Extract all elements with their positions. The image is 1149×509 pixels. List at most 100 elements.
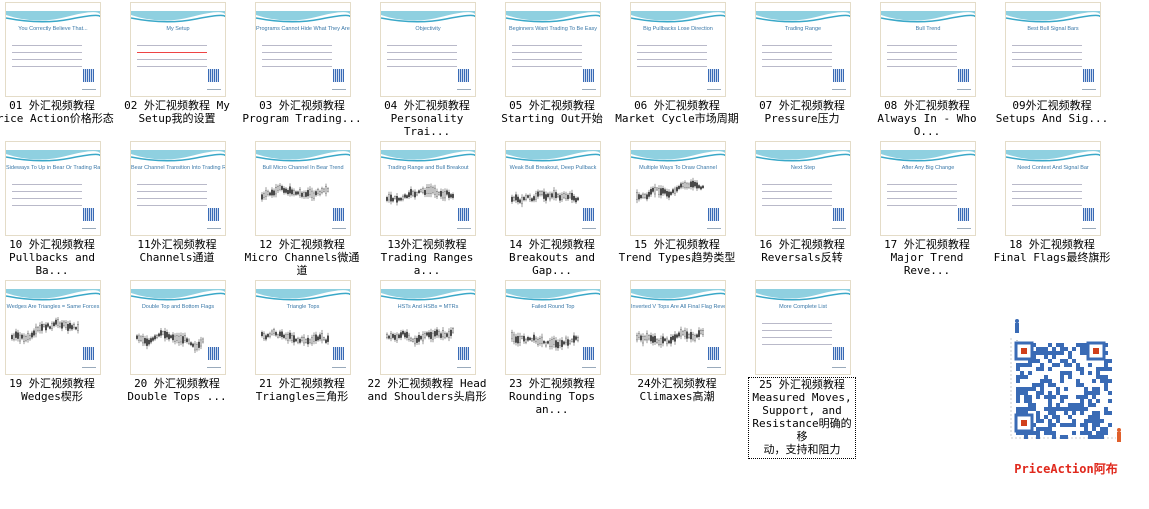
file-item[interactable]: Big Pullbacks Lose Direction 06 外汇视频教程 Ma…	[615, 0, 749, 136]
slide-header-wave	[256, 150, 350, 162]
file-thumbnail[interactable]: Big Pullbacks Lose Direction	[630, 2, 726, 97]
file-item[interactable]: Next Step 16 外汇视频教程 Reversals反转	[750, 139, 874, 275]
file-name-label[interactable]: 12 外汇视频教程 Micro Channels微通道	[244, 238, 360, 277]
slide-chart	[636, 326, 704, 348]
file-name-label[interactable]: 18 外汇视频教程 Final Flags最终旗形	[993, 238, 1111, 264]
file-name-label[interactable]: 17 外汇视频教程 Major Trend Reve...	[884, 238, 970, 277]
file-thumbnail[interactable]: Programs Cannot Hide What They Are Doing	[255, 2, 351, 97]
file-thumbnail[interactable]: HSTs And HSBs = MTRs	[380, 280, 476, 375]
file-name-label[interactable]: 02 外汇视频教程 My Setup我的设置	[124, 99, 230, 125]
slide-header-wave	[6, 150, 100, 162]
slide-title: Double Top and Bottom Flags	[141, 304, 215, 310]
file-name-label[interactable]: 06 外汇视频教程 Market Cycle市场周期	[615, 99, 739, 125]
file-thumbnail[interactable]: Bull Trend	[880, 2, 976, 97]
slide-chart	[261, 183, 329, 202]
file-name-label[interactable]: 10 外汇视频教程 Pullbacks and Ba...	[8, 238, 96, 277]
file-thumbnail[interactable]: More Complete List	[755, 280, 851, 375]
slide-qr-icon	[1083, 69, 1094, 82]
slide-header-wave	[6, 11, 100, 23]
file-thumbnail[interactable]: Sideways To Up in Bear Or Trading Range	[5, 141, 101, 236]
file-thumbnail[interactable]: You Correctly Believe That...	[5, 2, 101, 97]
slide-chart	[136, 327, 204, 354]
file-item[interactable]: Bull Trend 08 外汇视频教程 Always In - Who O...	[875, 0, 999, 138]
file-name-label[interactable]: 25 外汇视频教程 Measured Moves, Support, and R…	[748, 377, 856, 459]
file-name-label[interactable]: 16 外汇视频教程 Reversals反转	[759, 238, 845, 264]
file-thumbnail[interactable]: Triangle Tops	[255, 280, 351, 375]
slide-bullets	[262, 39, 332, 73]
file-name-label[interactable]: 01 外汇视频教程 Price Action价格形态	[0, 99, 114, 125]
file-name-label[interactable]: 03 外汇视频教程 Program Trading...	[242, 99, 362, 125]
file-item[interactable]: Trading Range and Bull Breakout 13外汇视频教程 …	[375, 139, 499, 277]
file-item[interactable]: Triangle Tops 21 外汇视频教程 Triangles三角形	[250, 278, 374, 414]
file-name-label[interactable]: 05 外汇视频教程 Starting Out开始	[501, 99, 603, 125]
file-item[interactable]: Weak Bull Breakout, Deep Pullback 14 外汇视频…	[500, 139, 624, 277]
file-thumbnail[interactable]: Inverted V Tops Are All Final Flag Rever…	[630, 280, 726, 375]
file-item[interactable]: Bull Micro Channel In Bear Trend 12 外汇视频教…	[245, 139, 374, 277]
file-item[interactable]: Double Top and Bottom Flags 20 外汇视频教程 Dou…	[125, 278, 249, 414]
file-name-label[interactable]: 19 外汇视频教程 Wedges楔形	[9, 377, 95, 403]
file-thumbnail[interactable]: Double Top and Bottom Flags	[130, 280, 226, 375]
slide-bullets	[12, 178, 82, 212]
file-thumbnail[interactable]: Trading Range	[755, 2, 851, 97]
file-item[interactable]: Inverted V Tops Are All Final Flag Rever…	[625, 278, 749, 414]
slide-header-wave	[631, 289, 725, 301]
slide-qr-icon	[833, 69, 844, 82]
file-name-label[interactable]: 24外汇视频教程 Climaxes高潮	[637, 377, 717, 403]
file-item[interactable]: Best Bull Signal Bars 09外汇视频教程 Setups And…	[996, 0, 1124, 136]
file-name-label[interactable]: 08 外汇视频教程 Always In - Who O...	[877, 99, 977, 138]
file-item[interactable]: Trading Range 07 外汇视频教程 Pressure压力	[750, 0, 874, 136]
file-item[interactable]: More Complete List 25 外汇视频教程 Measured Mov…	[748, 278, 874, 459]
file-item[interactable]: You Correctly Believe That... 01 外汇视频教程 P…	[0, 0, 124, 136]
file-item[interactable]: Programs Cannot Hide What They Are Doing…	[242, 0, 374, 136]
file-item[interactable]: My Setup 02 外汇视频教程 My Setup我的设置	[124, 0, 249, 136]
slide-header-wave	[131, 289, 225, 301]
file-name-label[interactable]: 07 外汇视频教程 Pressure压力	[759, 99, 845, 125]
file-thumbnail[interactable]: My Setup	[130, 2, 226, 97]
file-name-label[interactable]: 21 外汇视频教程 Triangles三角形	[255, 377, 349, 403]
slide-title: Bull Micro Channel In Bear Trend	[262, 165, 344, 171]
file-name-label[interactable]: 23 外汇视频教程 Rounding Tops an...	[508, 377, 596, 416]
file-name-label[interactable]: 22 外汇视频教程 Head and Shoulders头肩形	[367, 377, 487, 403]
slide-title: Sideways To Up in Bear Or Trading Range	[6, 165, 101, 171]
slide-bullets	[762, 39, 832, 73]
file-item[interactable]: Need Context And Signal Bar 18 外汇视频教程 Fin…	[994, 139, 1124, 275]
file-thumbnail[interactable]: Bear Channel Transition Into Trading Ran…	[130, 141, 226, 236]
file-item[interactable]: After Any Big Change 17 外汇视频教程 Major Tren…	[875, 139, 999, 277]
file-item[interactable]: Bear Channel Transition Into Trading Ran…	[125, 139, 249, 275]
file-name-label[interactable]: 14 外汇视频教程 Breakouts and Gap...	[508, 238, 596, 277]
file-item[interactable]: Sideways To Up in Bear Or Trading Range 1…	[0, 139, 124, 277]
file-thumbnail[interactable]: Bull Micro Channel In Bear Trend	[255, 141, 351, 236]
slide-bullets	[1012, 39, 1082, 73]
file-thumbnail[interactable]: Need Context And Signal Bar	[1005, 141, 1101, 236]
file-name-label[interactable]: 13外汇视频教程 Trading Ranges a...	[380, 238, 474, 277]
file-name-label[interactable]: 20 外汇视频教程 Double Tops ...	[127, 377, 227, 403]
file-name-label[interactable]: 11外汇视频教程 Channels通道	[137, 238, 217, 264]
file-thumbnail[interactable]: Failed Round Top	[505, 280, 601, 375]
qr-code-image	[1010, 319, 1121, 442]
slide-title: Triangle Tops	[286, 304, 320, 310]
file-item[interactable]: Multiple Ways To Draw Channel 15 外汇视频教程 T…	[619, 139, 749, 275]
file-thumbnail[interactable]: Multiple Ways To Draw Channel	[630, 141, 726, 236]
file-item[interactable]: Objectivity 04 外汇视频教程 Personality Trai...	[375, 0, 499, 138]
file-thumbnail[interactable]: Wedges Are Triangles = Same Forces	[5, 280, 101, 375]
file-name-label[interactable]: 09外汇视频教程 Setups And Sig...	[995, 99, 1109, 125]
file-thumbnail[interactable]: Weak Bull Breakout, Deep Pullback	[505, 141, 601, 236]
slide-qr-icon	[333, 347, 344, 360]
file-thumbnail[interactable]: After Any Big Change	[880, 141, 976, 236]
file-thumbnail[interactable]: Next Step	[755, 141, 851, 236]
slide-title: Bull Trend	[915, 26, 941, 32]
slide-title: Trading Range	[784, 26, 822, 32]
file-thumbnail[interactable]: Trading Range and Bull Breakout	[380, 141, 476, 236]
file-item[interactable]: Wedges Are Triangles = Same Forces 19 外汇视…	[0, 278, 124, 414]
file-name-label[interactable]: 15 外汇视频教程 Trend Types趋势类型	[618, 238, 736, 264]
file-thumbnail[interactable]: Best Bull Signal Bars	[1005, 2, 1101, 97]
slide-title: After Any Big Change	[901, 165, 955, 171]
file-item[interactable]: Failed Round Top 23 外汇视频教程 Rounding Tops …	[500, 278, 624, 416]
slide-qr-icon	[83, 208, 94, 221]
file-thumbnail[interactable]: Beginners Want Trading To Be Easy	[505, 2, 601, 97]
file-item[interactable]: HSTs And HSBs = MTRs 22 外汇视频教程 Head and S…	[367, 278, 499, 414]
file-thumbnail[interactable]: Objectivity	[380, 2, 476, 97]
file-item[interactable]: Beginners Want Trading To Be Easy 05 外汇视频…	[500, 0, 624, 136]
file-name-label[interactable]: 04 外汇视频教程 Personality Trai...	[384, 99, 470, 138]
slide-title: Beginners Want Trading To Be Easy	[508, 26, 598, 32]
